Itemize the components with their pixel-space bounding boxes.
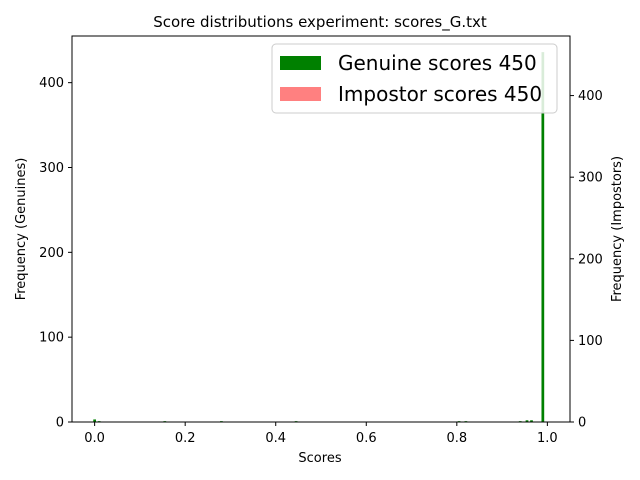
y-axis-label-left: Frequency (Genuines) [14, 158, 29, 301]
y-left-tick-label: 0 [56, 416, 64, 431]
legend-swatch-1 [280, 87, 321, 101]
x-tick-label: 0.4 [265, 431, 286, 446]
legend-label-0: Genuine scores 450 [338, 51, 537, 75]
legend-box [271, 43, 558, 114]
chart-title: Score distributions experiment: scores_G… [153, 13, 487, 32]
x-tick-label: 1.0 [537, 431, 558, 446]
y-left-tick-label: 300 [39, 161, 64, 176]
y-right-tick-label: 100 [578, 334, 603, 349]
legend-swatch-0 [280, 56, 321, 70]
y-right-tick-label: 300 [578, 171, 603, 186]
y-left-tick-label: 400 [39, 76, 64, 91]
x-axis-label: Scores [298, 451, 341, 466]
plot-frame [71, 35, 571, 423]
axes-layer: 0.0 0.2 0.4 0.6 0.8 1.0 0 100 200 300 400 0 100 200 30… [39, 35, 603, 446]
histogram-bar-0-0 [93, 419, 96, 422]
y-right-tick-label: 400 [578, 89, 603, 104]
x-tick-label: 0.2 [175, 431, 196, 446]
legend: Genuine scores 450 Impostor scores 450 [271, 43, 558, 114]
x-tick-label: 0.6 [356, 431, 377, 446]
legend-label-1: Impostor scores 450 [338, 82, 542, 106]
histogram-bar-0-8 [525, 420, 529, 422]
histogram-bar-0-9 [530, 420, 533, 422]
x-tick-label: 0.0 [84, 431, 105, 446]
x-tick-label: 0.8 [446, 431, 467, 446]
y-right-tick-label: 200 [578, 252, 603, 267]
y-axis-label-right: Frequency (Impostors) [610, 156, 625, 302]
y-right-tick-label: 0 [578, 416, 586, 431]
histogram-bar-0-10 [541, 52, 545, 423]
y-left-tick-label: 200 [39, 246, 64, 261]
y-left-tick-label: 100 [39, 331, 64, 346]
